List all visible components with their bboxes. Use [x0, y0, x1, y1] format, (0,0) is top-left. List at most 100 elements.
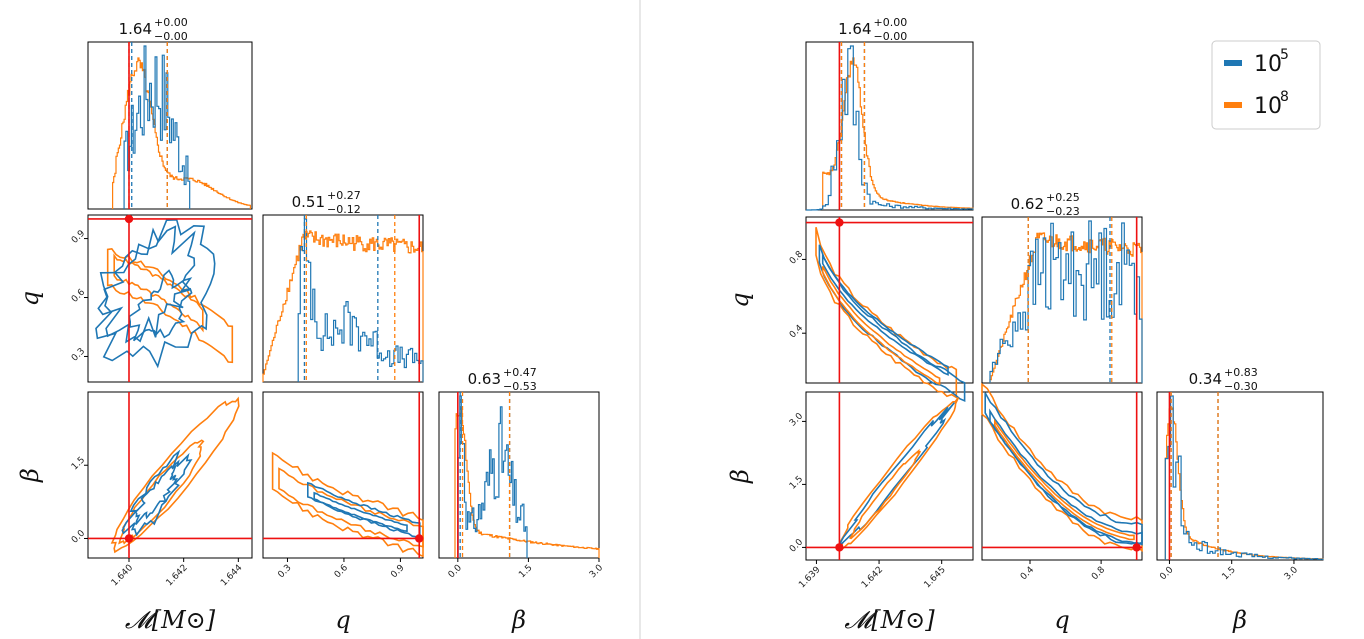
xtick-label: 1.645: [923, 565, 948, 590]
contour-panel-2-1: [263, 392, 424, 558]
contour-series-2-0: [110, 396, 240, 554]
contour-series-2-1: [113, 253, 204, 333]
hist-series-1-chirp_mass: [806, 45, 974, 211]
panel-frame-2-2: [1156, 391, 1324, 561]
contour-series-2-2: [848, 448, 922, 540]
panel-frame-0-0: [805, 41, 974, 211]
ytick-label: 1.5: [70, 455, 87, 472]
xaxis-label-q: q: [335, 606, 350, 634]
legend-label-1: 10: [1254, 94, 1282, 119]
panel-frame-0-0: [87, 41, 253, 210]
truth-marker: [835, 543, 844, 552]
title-value: 0.34: [1189, 370, 1222, 388]
ytick-label: 1.5: [788, 474, 805, 491]
ytick-label: 0.4: [788, 323, 805, 340]
xaxis-label-chirp_mass: 𝓜[M⊙]: [125, 606, 216, 634]
corner-plot-left: 1.64 +0.00−0.000.51 +0.27−0.120.63 +0.47−0.…: [16, 16, 605, 634]
yaxis-label-q: q: [16, 291, 44, 306]
contour-series-1-4: [128, 269, 193, 342]
yaxis-label-beta: β: [16, 468, 44, 483]
xtick-label: 0.3: [276, 563, 293, 580]
xtick-label: 1.640: [110, 563, 135, 588]
contour-panel-2-0: [88, 392, 252, 558]
xtick-label: 1.642: [860, 565, 885, 590]
title-upper: +0.00: [154, 16, 188, 29]
xtick-label: 0.4: [1019, 565, 1036, 582]
ytick-label: 0.3: [70, 346, 87, 363]
hist-series-2-q: [989, 232, 1143, 383]
marginal-title-0: 1.64 +0.00−0.00: [119, 16, 188, 43]
xtick-label: 3.0: [588, 563, 605, 580]
title-lower: −0.30: [1224, 380, 1258, 393]
title-value: 0.62: [1011, 195, 1044, 213]
marginal-title-2: 0.34 +0.83−0.30: [1189, 366, 1258, 393]
ytick-label: 0.0: [788, 537, 805, 554]
xaxis-label-beta: β: [511, 606, 526, 634]
title-upper: +0.47: [503, 366, 537, 379]
title-upper: +0.25: [1046, 191, 1080, 204]
marginal-title-1: 0.62 +0.25−0.23: [1011, 191, 1080, 218]
marginal-title-0: 1.64 +0.00−0.00: [838, 16, 907, 43]
truth-marker: [1132, 543, 1141, 552]
legend-swatch-1: [1224, 102, 1242, 108]
title-lower: −0.00: [874, 30, 908, 43]
title-upper: +0.00: [874, 16, 908, 29]
contour-series-2-3: [994, 418, 1135, 541]
hist-series-2-chirp_mass: [112, 57, 252, 210]
contour-series-2-0: [981, 382, 1143, 553]
title-lower: −0.12: [327, 203, 361, 216]
contour-series-2-0: [106, 247, 234, 364]
contour-series-1-2: [121, 449, 193, 537]
contour-series-1-3: [97, 225, 196, 344]
title-lower: −0.23: [1046, 205, 1080, 218]
panel-frame-2-2: [438, 391, 600, 559]
contour-series-1-3: [134, 464, 179, 526]
panel-frame-2-0: [87, 391, 253, 559]
truth-marker: [415, 534, 424, 543]
ytick-label: 3.0: [788, 411, 805, 428]
title-value: 0.51: [292, 193, 325, 211]
truth-marker: [124, 534, 134, 543]
contour-series-2-1: [118, 439, 205, 545]
title-value: 1.64: [119, 20, 152, 38]
ytick-label: 0.0: [70, 528, 87, 545]
xtick-label: 1.642: [164, 563, 189, 588]
ytick-label: 0.6: [70, 287, 87, 304]
xtick-label: 1.5: [1221, 565, 1238, 582]
panel-frame-2-0: [805, 391, 974, 561]
xtick-label: 0.9: [389, 563, 406, 580]
yaxis-label-q: q: [726, 292, 754, 307]
legend-label-0: 10: [1254, 52, 1282, 77]
legend-exponent-0: 5: [1280, 47, 1289, 63]
xtick-label: 0.6: [333, 563, 350, 580]
contour-series-1-3: [313, 491, 408, 533]
contour-series-1-2: [821, 252, 949, 376]
title-upper: +0.27: [327, 189, 361, 202]
hist-series-1-q: [989, 220, 1143, 383]
xaxis-label-chirp_mass: 𝓜[M⊙]: [844, 606, 935, 634]
contour-series-2-1: [278, 467, 424, 548]
panel-frame-1-0: [805, 216, 974, 384]
contour-panel-2-1: [981, 382, 1143, 560]
title-lower: −0.00: [154, 30, 188, 43]
xtick-label: 1.639: [797, 565, 822, 590]
xtick-label: 1.5: [517, 563, 534, 580]
panel-frame-2-1: [981, 391, 1143, 561]
contour-panel-2-0: [806, 392, 973, 560]
xtick-label: 1.644: [219, 563, 244, 588]
contour-series-1-1: [984, 392, 1143, 546]
panel-frame-1-0: [87, 214, 253, 383]
hist-series-1-q: [297, 218, 424, 382]
xaxis-label-beta: β: [1232, 606, 1247, 634]
contour-series-1-1: [818, 244, 966, 403]
contour-series-2-0: [271, 451, 424, 558]
xaxis-label-q: q: [1054, 606, 1069, 634]
truth-marker: [835, 218, 844, 227]
ytick-label: 0.9: [70, 228, 87, 245]
title-upper: +0.83: [1224, 366, 1258, 379]
contour-series-2-0: [815, 227, 958, 399]
contour-series-1-1: [838, 402, 956, 548]
xtick-label: 0.0: [447, 563, 464, 580]
